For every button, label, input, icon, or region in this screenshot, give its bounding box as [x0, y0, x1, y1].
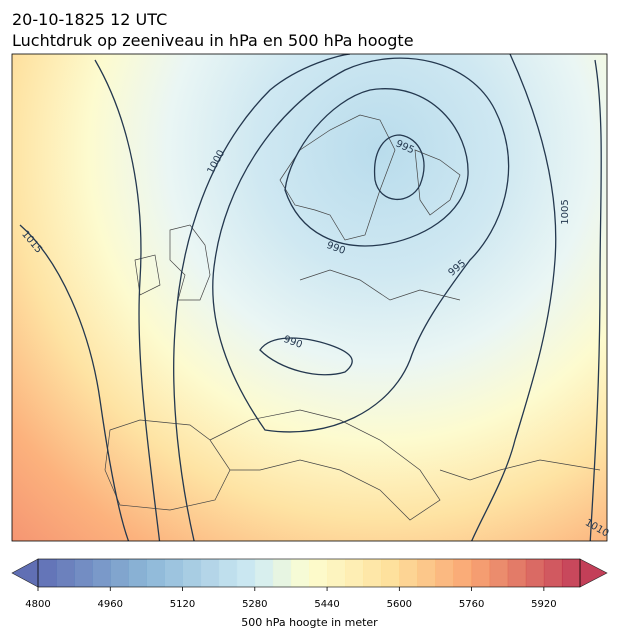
coastline — [169, 224, 211, 301]
colorbar-swatch — [399, 559, 418, 587]
colorbar-swatch — [417, 559, 436, 587]
colorbar-swatch — [92, 559, 111, 587]
colorbar-swatch — [561, 559, 581, 587]
colorbar-tick-label: 5920 — [531, 599, 556, 610]
colorbar-swatch — [381, 559, 400, 587]
colorbar-swatch — [290, 559, 310, 587]
colorbar-swatch — [453, 559, 473, 587]
colorbar-swatch — [56, 559, 75, 587]
colorbar-swatch — [489, 559, 509, 587]
colorbar-swatch — [507, 559, 527, 587]
colorbar-tick-label: 5280 — [242, 599, 267, 610]
isobar — [284, 88, 469, 247]
coastline — [209, 409, 441, 521]
colorbar-swatch — [272, 559, 292, 587]
colorbar-swatch — [218, 559, 238, 587]
colorbar-swatch — [200, 559, 220, 587]
isobar — [173, 54, 351, 541]
colorbar-swatch — [525, 559, 545, 587]
isobar — [373, 134, 425, 201]
contour-label: 1005 — [560, 199, 571, 224]
coastline — [279, 114, 396, 241]
isobar — [19, 224, 130, 541]
colorbar-swatch — [327, 559, 346, 587]
colorbar-swatch — [471, 559, 491, 587]
isobar — [259, 337, 353, 376]
colorbar-extend-high — [579, 558, 608, 588]
colorbar-swatch — [543, 559, 563, 587]
isobar — [471, 54, 557, 541]
colorbar-tick-label: 5440 — [314, 599, 339, 610]
colorbar-swatch — [435, 559, 455, 587]
coastline — [104, 419, 231, 511]
colorbar-swatch — [309, 559, 328, 587]
colorbar-swatch — [128, 559, 147, 587]
colorbar-swatch — [74, 559, 93, 587]
coastline — [299, 269, 461, 301]
colorbar-frame — [37, 558, 581, 588]
colorbar-swatch — [345, 559, 364, 587]
map-frame — [11, 53, 608, 542]
isobar — [589, 59, 602, 541]
colorbar-swatch — [236, 559, 256, 587]
colorbar-label: 500 hPa hoogte in meter — [241, 616, 378, 629]
colorbar-swatch — [110, 559, 129, 587]
colorbar-tick-label: 5600 — [387, 599, 412, 610]
coastline — [439, 459, 601, 481]
title: 20-10-1825 12 UTC — [12, 10, 167, 29]
isobar — [212, 57, 510, 433]
subtitle: Luchtdruk op zeeniveau in hPa en 500 hPa… — [12, 31, 414, 50]
colorbar-swatch — [38, 559, 57, 587]
colorbar-swatch — [182, 559, 202, 587]
colorbar-swatch — [164, 559, 184, 587]
isobar — [94, 59, 161, 541]
coastline — [134, 254, 161, 296]
colorbar-swatch — [146, 559, 165, 587]
map — [12, 54, 607, 541]
colorbar-tick-label: 5120 — [170, 599, 195, 610]
coastline — [414, 149, 461, 216]
colorbar-extend-low — [11, 558, 39, 588]
colorbar-tick-label: 4800 — [25, 599, 50, 610]
colorbar-swatch — [254, 559, 274, 587]
colorbar-tick-label: 4960 — [98, 599, 123, 610]
height-field — [12, 54, 607, 541]
colorbar: 4800 4960 5120 5280 5440 5600 5760 5920 500 hPa … — [11, 558, 608, 629]
colorbar-swatch — [363, 559, 382, 587]
colorbar-tick-label: 5760 — [459, 599, 484, 610]
